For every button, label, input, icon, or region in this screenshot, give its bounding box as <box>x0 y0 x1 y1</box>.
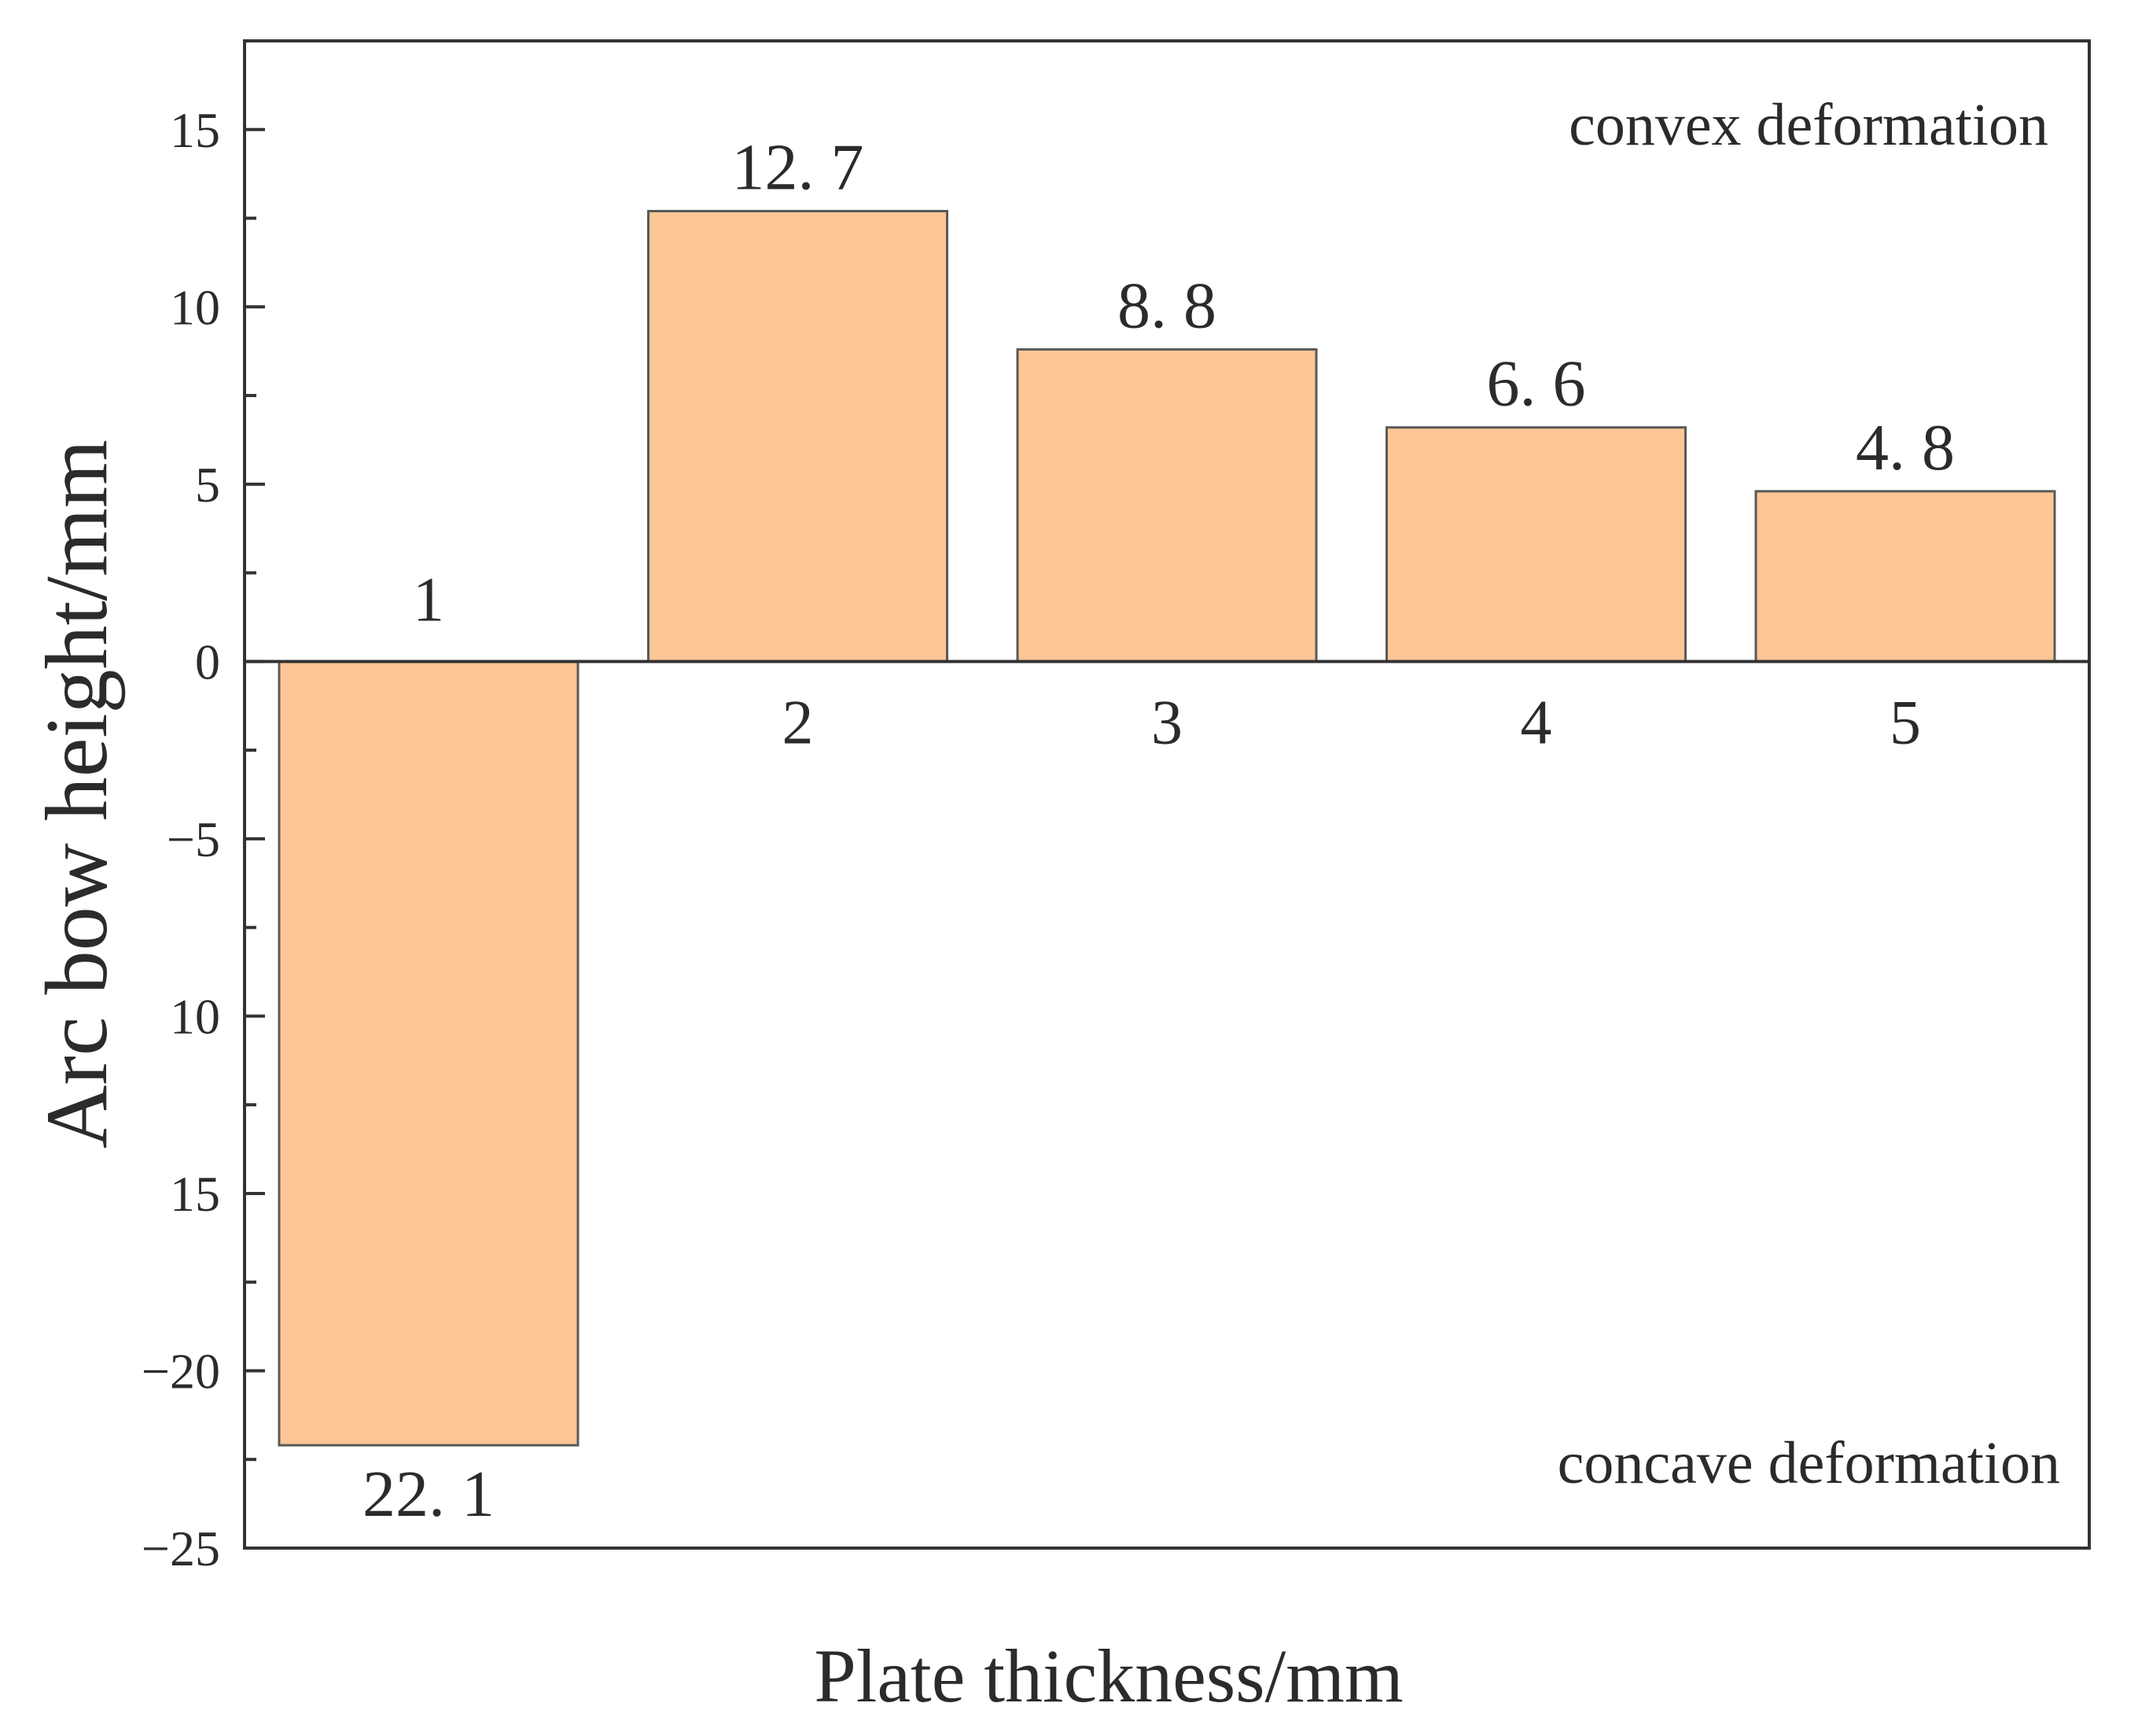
bar-2 <box>647 210 948 663</box>
category-label-3: 3 <box>1151 688 1183 757</box>
bar-value-label: 4. 8 <box>1856 411 1955 484</box>
y-tick-label: 0 <box>195 634 220 690</box>
y-tick-label: 10 <box>170 279 220 335</box>
y-tick-label: 15 <box>170 1166 220 1222</box>
plot-frame <box>243 39 2091 1550</box>
category-label-1: 1 <box>413 565 444 634</box>
category-label-5: 5 <box>1890 688 1921 757</box>
annotation-convex: convex deformation <box>1569 92 2048 158</box>
bar-value-label: 12. 7 <box>732 131 864 204</box>
bar-value-label: 6. 6 <box>1487 348 1586 421</box>
bar-4 <box>1385 426 1687 663</box>
y-axis: 15 10 5 0 −5 10 15 −20 −25 <box>142 102 265 1576</box>
category-labels: 1 2 3 4 5 <box>413 565 1921 757</box>
y-tick-label: −20 <box>142 1343 220 1399</box>
y-tick-label: −25 <box>142 1521 220 1576</box>
y-tick-label: 15 <box>170 102 220 158</box>
category-label-4: 4 <box>1521 688 1552 757</box>
bars <box>278 210 2056 1447</box>
bar-5 <box>1754 490 2056 663</box>
bar-1 <box>278 660 580 1447</box>
y-axis-title: Arc bow height/mm <box>28 440 126 1149</box>
category-label-2: 2 <box>782 688 814 757</box>
y-tick-label: −5 <box>167 811 220 867</box>
annotation-concave: concave deformation <box>1558 1430 2060 1496</box>
y-tick-label: 5 <box>195 457 220 513</box>
y-tick-label: 10 <box>170 988 220 1044</box>
bar-value-label: 22. 1 <box>362 1458 495 1531</box>
bar-value-label: 8. 8 <box>1117 269 1216 342</box>
bar-labels: 22. 1 12. 7 8. 8 6. 6 4. 8 <box>362 131 1955 1532</box>
bar-3 <box>1016 348 1318 663</box>
x-axis-title: Plate thickness/mm <box>814 1634 1403 1718</box>
